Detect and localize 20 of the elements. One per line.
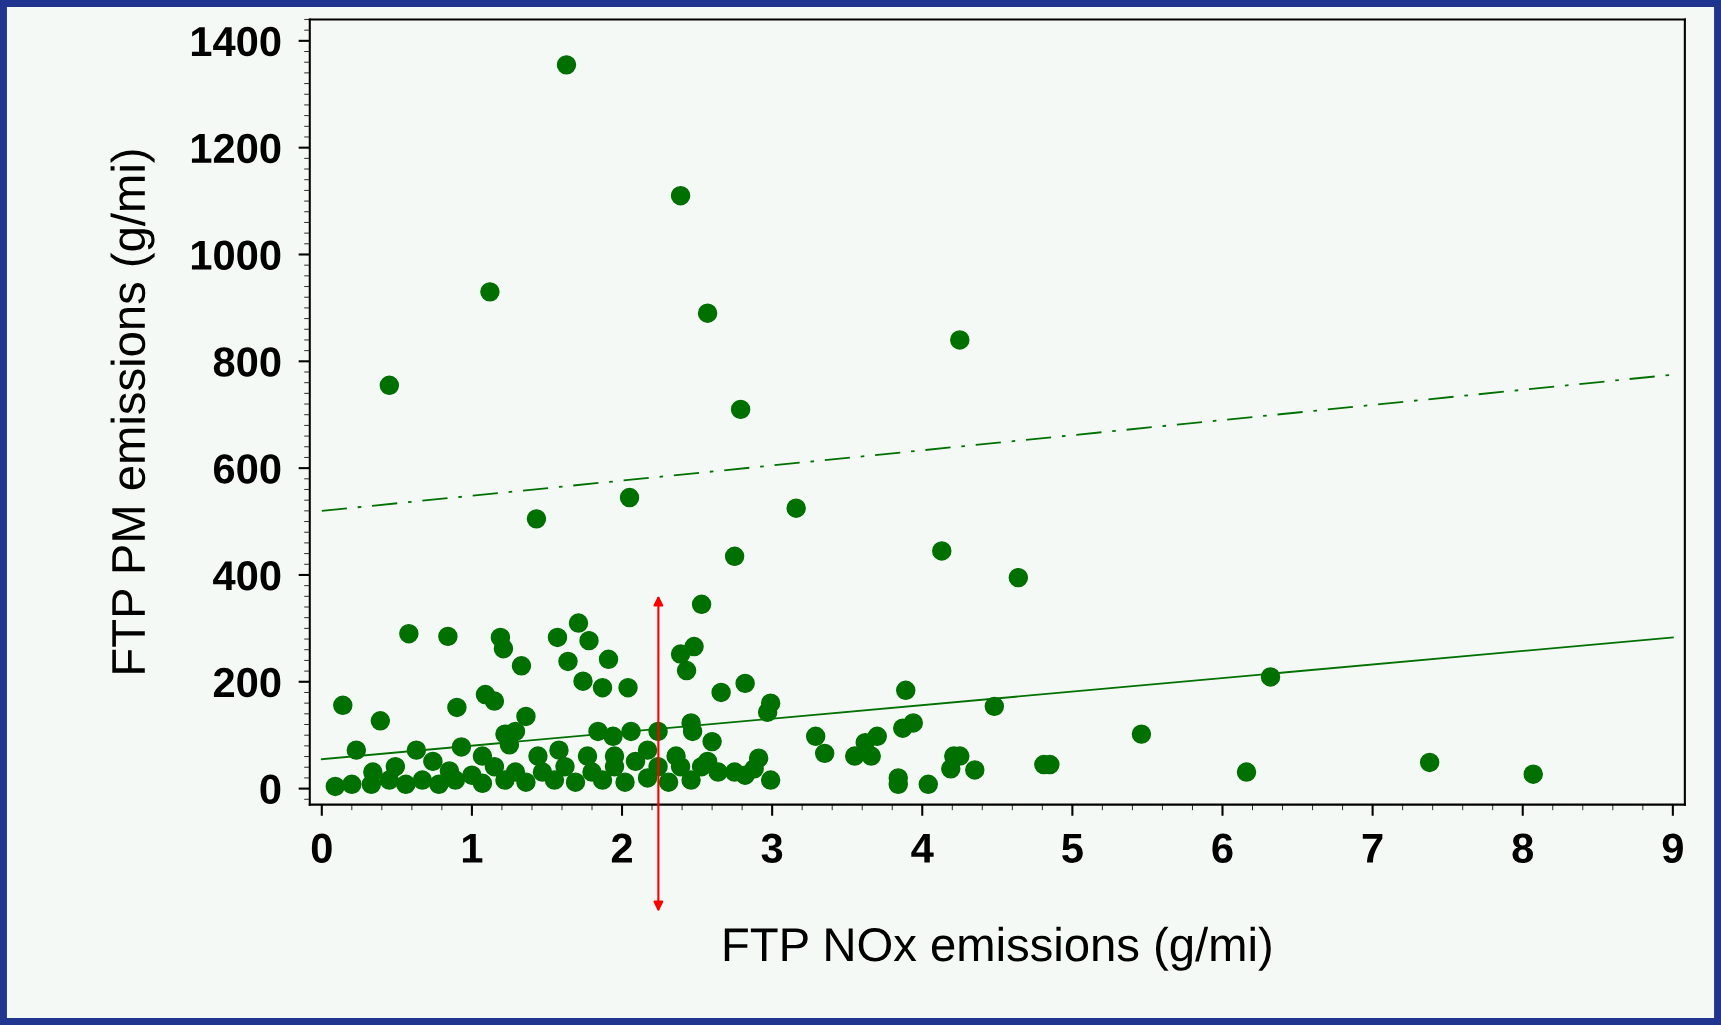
y-axis-title: FTP PM emissions (g/mi) [110, 150, 155, 673]
y-tick-label: 1000 [191, 240, 281, 270]
x-tick-label: 4 [911, 833, 934, 863]
y-tick-label: 600 [214, 454, 281, 484]
y-tick-label: 1200 [191, 133, 281, 164]
x-tick-label: 0 [311, 833, 332, 864]
x-tick-label: 8 [1512, 833, 1534, 864]
x-tick-label: 9 [1662, 833, 1683, 864]
x-axis-title: FTP NOx emissions (g/mi) [724, 926, 1271, 971]
x-tick-label: 1 [462, 833, 483, 863]
y-tick-label: 1400 [191, 26, 281, 57]
y-tick-label: 400 [213, 560, 281, 591]
x-tick-label: 7 [1362, 833, 1383, 863]
y-tick-label: 800 [213, 347, 281, 377]
x-tick-label: 6 [1212, 833, 1233, 864]
x-tick-label: 5 [1062, 833, 1083, 864]
x-tick-label: 3 [761, 833, 783, 864]
x-tick-label: 2 [611, 833, 632, 863]
y-tick-label: 0 [260, 774, 281, 805]
y-tick-label: 200 [213, 667, 281, 698]
